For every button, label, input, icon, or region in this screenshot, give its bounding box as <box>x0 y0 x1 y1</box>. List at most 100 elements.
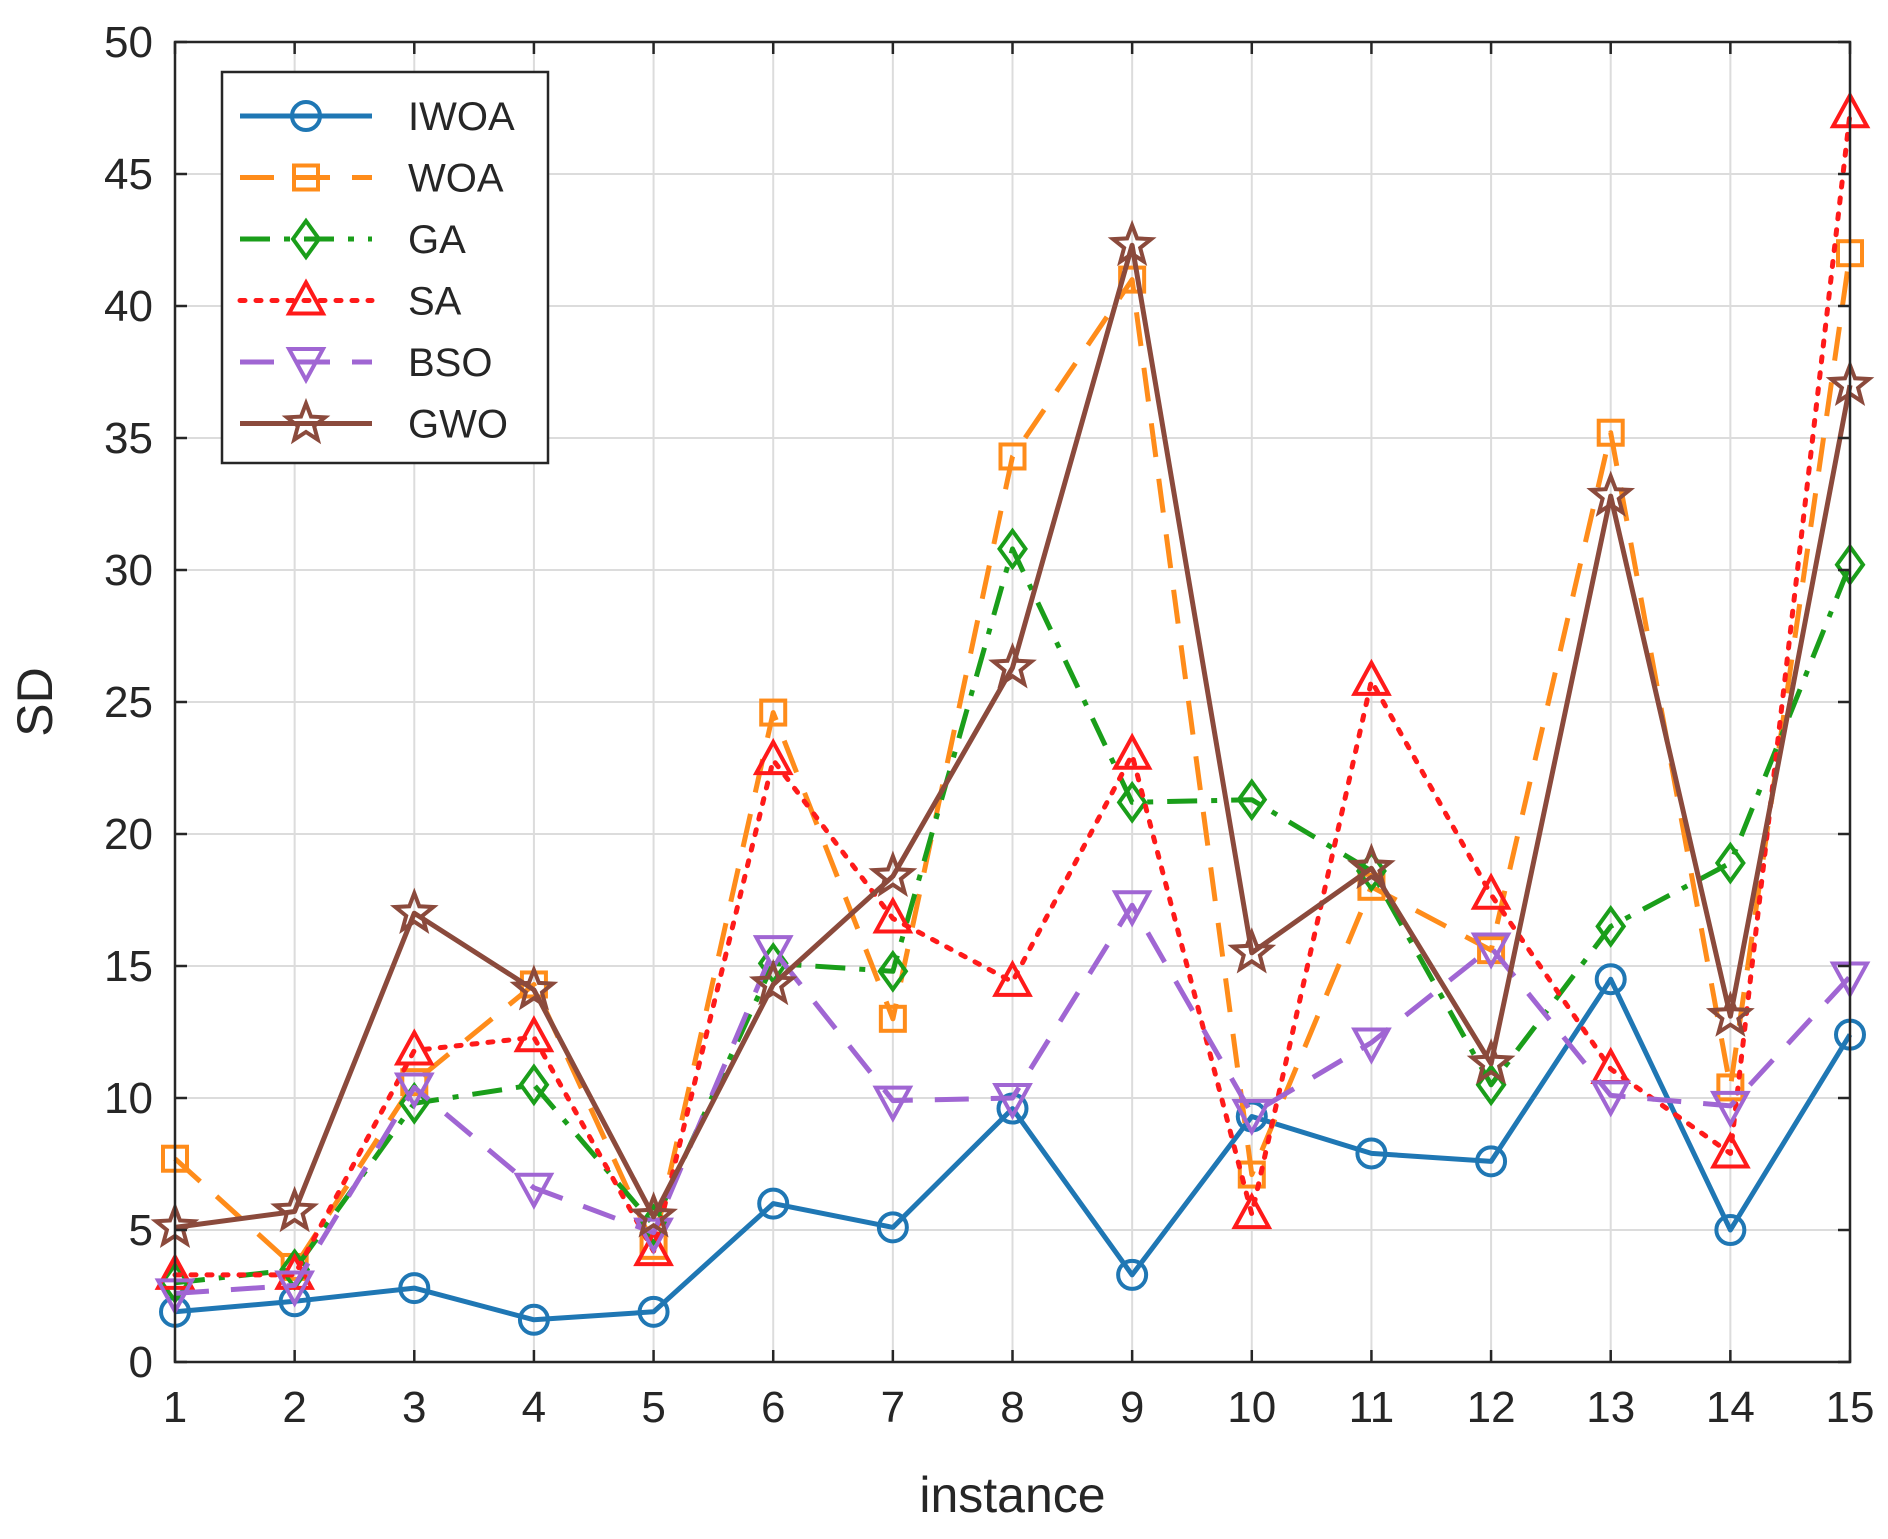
y-axis-label: SD <box>7 667 63 736</box>
data-point-woa <box>1237 1160 1266 1189</box>
data-point-bso <box>1470 932 1512 970</box>
data-point-bso <box>1351 1027 1392 1065</box>
x-tick-label: 15 <box>1826 1383 1875 1432</box>
x-tick-label: 13 <box>1586 1383 1635 1432</box>
data-point-woa <box>998 442 1027 471</box>
legend-box <box>220 70 550 465</box>
data-point-gwo <box>988 642 1037 689</box>
x-tick-label: 7 <box>881 1383 905 1432</box>
y-tick-label: 35 <box>104 414 153 463</box>
series-line-sa <box>172 110 1853 1278</box>
series-layer <box>150 91 1875 1336</box>
data-point-ga <box>1714 841 1746 885</box>
data-point-iwoa <box>517 1303 550 1336</box>
x-tick-label: 10 <box>1227 1383 1276 1432</box>
legend-marker-iwoa <box>290 100 322 132</box>
x-tick-label: 4 <box>522 1383 546 1432</box>
data-point-bso <box>992 1083 1033 1121</box>
legend-entry-sa: SA <box>237 278 462 324</box>
data-point-iwoa <box>1116 1258 1149 1291</box>
series-line-bso <box>174 902 1852 1296</box>
data-point-gwo <box>1586 470 1636 517</box>
data-point-iwoa <box>637 1295 670 1328</box>
series-line-gwo <box>174 242 1853 1230</box>
data-point-gwo <box>1705 990 1755 1037</box>
series-bso <box>154 890 1871 1316</box>
data-point-sa <box>1231 1192 1273 1230</box>
series-gwo <box>150 219 1875 1249</box>
data-point-iwoa <box>1714 1214 1747 1246</box>
series-line-ga <box>174 546 1853 1286</box>
data-point-ga <box>1355 849 1387 893</box>
legend-marker-sa <box>285 278 327 316</box>
data-point-gwo <box>748 958 798 1006</box>
x-tick-label: 14 <box>1706 1383 1755 1432</box>
data-point-sa <box>633 1228 674 1267</box>
data-point-woa <box>759 698 788 727</box>
x-tick-label: 11 <box>1349 1383 1395 1432</box>
data-point-woa <box>1596 418 1625 447</box>
data-point-bso <box>1231 1098 1273 1136</box>
data-point-iwoa <box>398 1272 431 1305</box>
data-point-sa <box>752 737 794 776</box>
data-point-gwo <box>1466 1038 1516 1085</box>
data-point-gwo <box>1347 842 1396 890</box>
y-tick-label: 10 <box>104 1074 153 1123</box>
data-point-sa <box>1111 732 1153 770</box>
data-point-ga <box>997 527 1028 571</box>
data-point-ga <box>1595 904 1627 948</box>
legend-entry-ga: GA <box>240 217 466 262</box>
x-tick-label: 1 <box>163 1383 187 1432</box>
data-point-gwo <box>1107 219 1157 267</box>
x-axis-ticks: 1 2 3 4 5 6 7 8 9 10 11 12 13 14 15 <box>163 42 1875 1432</box>
y-tick-label: 40 <box>104 282 153 331</box>
data-point-gwo <box>629 1191 678 1238</box>
data-point-bso <box>752 935 794 973</box>
legend: IWOA WOA GA SA BSO GWO <box>220 70 550 465</box>
data-point-ga <box>1236 778 1268 822</box>
x-axis-label: instance <box>919 1467 1105 1523</box>
data-point-bso <box>1590 1080 1632 1118</box>
legend-label-bso: BSO <box>408 341 492 385</box>
x-tick-label: 6 <box>761 1383 785 1432</box>
legend-marker-gwo <box>281 397 331 445</box>
data-point-gwo <box>509 964 559 1011</box>
x-tick-label: 3 <box>402 1383 426 1432</box>
data-point-iwoa <box>1355 1137 1388 1170</box>
y-tick-label: 5 <box>129 1206 153 1255</box>
legend-marker-ga <box>290 217 322 261</box>
legend-entry-bso: BSO <box>240 341 492 385</box>
data-point-iwoa <box>757 1187 790 1220</box>
y-tick-label: 25 <box>104 678 153 727</box>
data-point-woa <box>1716 1073 1745 1102</box>
y-tick-label: 45 <box>104 150 153 199</box>
legend-label-sa: SA <box>408 280 462 324</box>
legend-entry-woa: WOA <box>240 157 504 201</box>
y-tick-label: 50 <box>104 18 153 67</box>
data-point-gwo <box>389 887 439 934</box>
data-point-iwoa <box>876 1211 909 1244</box>
data-point-sa <box>393 1028 435 1066</box>
x-tick-label: 2 <box>282 1383 306 1432</box>
y-tick-label: 20 <box>104 810 153 859</box>
x-tick-label: 8 <box>1000 1383 1024 1432</box>
data-point-bso <box>633 1217 674 1255</box>
legend-entry-iwoa: IWOA <box>240 95 515 139</box>
data-point-gwo <box>1227 927 1277 974</box>
y-axis-ticks: 0 5 10 15 20 25 30 35 40 45 50 <box>104 18 1850 1387</box>
series-line-iwoa <box>174 976 1853 1323</box>
x-tick-label: 12 <box>1467 1383 1516 1432</box>
y-tick-label: 0 <box>129 1338 153 1387</box>
legend-label-woa: WOA <box>408 157 504 201</box>
data-point-bso <box>1111 890 1153 928</box>
data-point-sa <box>1351 658 1392 696</box>
y-tick-label: 15 <box>104 942 153 991</box>
y-tick-label: 30 <box>104 546 153 595</box>
data-point-sa <box>1470 872 1512 910</box>
data-point-sa <box>1709 1131 1751 1169</box>
data-point-bso <box>393 1072 435 1110</box>
legend-entry-gwo: GWO <box>240 397 508 447</box>
data-point-gwo <box>270 1185 320 1233</box>
series-line-woa <box>173 252 1853 1270</box>
